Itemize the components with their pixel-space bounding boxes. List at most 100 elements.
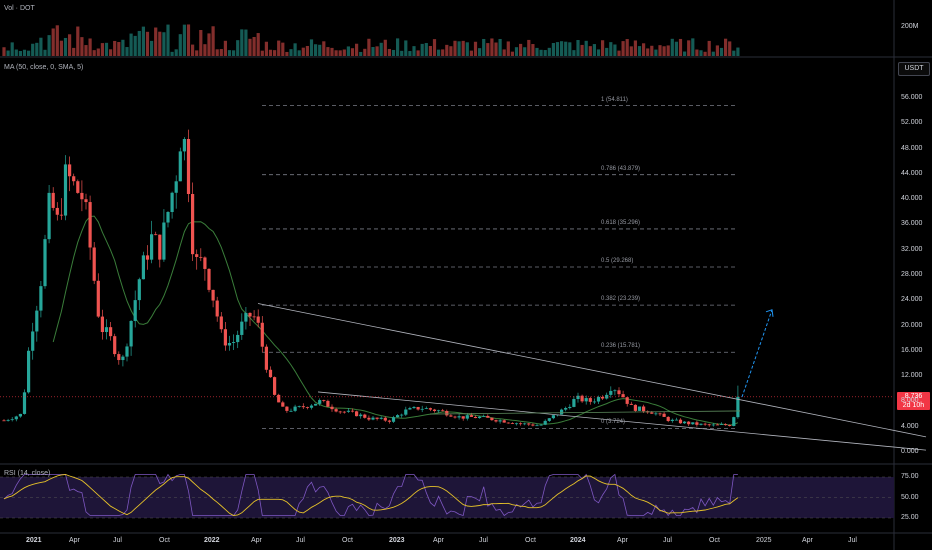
volume-bar [498,38,502,56]
volume-bar [223,40,227,56]
volume-bar [514,47,519,56]
candle-body [191,193,195,255]
volume-bar [572,50,576,56]
candle-body [424,408,428,409]
volume-bar [72,47,76,56]
candle-body [301,406,305,408]
volume-bar [154,27,158,56]
candle-body [18,413,22,417]
candle-body [715,424,719,426]
support-line [429,410,741,415]
rsi-ma-line [3,474,739,516]
candle-body [375,417,379,419]
candle-body [2,420,6,422]
volume-bar [39,37,43,56]
price-tick-label: 44.000 [901,169,923,177]
candle-body [211,289,215,301]
candle-body [547,418,551,421]
volume-bar [391,49,396,56]
candle-body [145,255,150,260]
candle-body [248,312,252,317]
fib-level-label: 1 (54.811) [601,96,628,103]
candle-body [625,397,629,404]
volume-bar [683,51,687,56]
candle-body [609,390,613,395]
candle-body [314,403,318,406]
candle-body [482,415,486,417]
volume-bar [617,50,621,56]
ma-indicator-title[interactable]: MA (50, close, 0, SMA, 5) [4,64,84,71]
candle-body [396,415,400,418]
candle-body [572,399,576,407]
volume-bar [10,42,14,56]
candle-body [244,312,248,322]
volume-bar [248,38,252,56]
candle-body [39,286,43,311]
candle-body [104,327,109,333]
candle-body [654,413,658,415]
candle-body [72,176,76,182]
volume-bar [445,44,449,56]
candle-body [400,414,404,416]
candle-body [63,164,68,216]
volume-bar [437,49,441,56]
candle-body [51,192,55,208]
candle-body [363,414,367,418]
volume-bar [121,39,125,56]
volume-bar [145,31,150,56]
volume-bar [441,49,445,56]
volume-bar [564,41,568,56]
fib-level-label: 0.5 (29.268) [601,258,634,265]
volume-bar [51,28,55,56]
candle-body [322,400,326,401]
candle-body [277,394,281,403]
volume-bar [207,33,211,56]
candle-body [469,415,473,417]
candle-body [391,417,396,422]
candle-body [486,415,490,418]
candle-body [236,334,240,343]
volume-bar [478,48,482,56]
volume-bar [80,37,84,56]
candle-body [260,322,264,347]
rsi-title[interactable]: RSI (14, close) [4,470,51,477]
candle-body [617,390,621,395]
volume-bar [338,50,342,56]
volume-bar [691,38,695,56]
volume-bar [555,42,560,56]
candle-body [732,417,736,426]
candle-body [724,424,728,426]
volume-bar [486,43,490,56]
volume-bar [560,41,564,56]
candle-body [355,411,359,417]
volume-bar [129,33,133,56]
volume-bar [646,48,650,56]
candle-body [383,417,387,421]
volume-bar [150,40,154,56]
volume-bar [84,45,88,56]
volume-bar [465,42,469,56]
candle-body [523,423,527,425]
candle-body [416,407,420,410]
volume-bar [55,25,59,56]
candle-body [174,181,178,193]
candle-body [404,409,408,415]
volume-bar [658,45,662,56]
volume-bar [432,39,437,56]
volume-bar [404,40,408,56]
candle-body [84,199,88,203]
volume-bar [642,43,646,56]
volume-bar [211,26,215,56]
candle-body [535,425,539,427]
volume-bar [158,31,162,56]
candle-body [543,420,547,425]
volume-bar [539,49,543,56]
volume-bar [637,46,642,56]
candle-body [350,410,355,412]
candle-body [519,423,523,425]
currency-button[interactable]: USDT [898,62,930,76]
volume-title: Vol · DOT [4,5,35,12]
volume-bar [117,42,121,56]
candle-body [588,398,592,402]
